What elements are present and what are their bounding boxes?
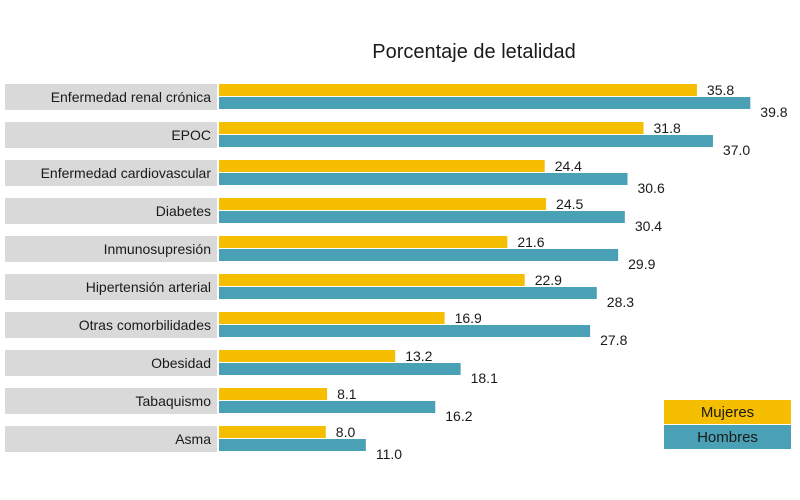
category-label-background <box>5 84 217 110</box>
bar-hombres <box>219 135 713 147</box>
chart-rows: Enfermedad renal crónica 35.8 39.8 EPOC 31.8… <box>5 82 788 462</box>
data-label-mujeres: 22.9 <box>535 272 562 288</box>
category-label-background <box>5 388 217 414</box>
data-label-hombres: 27.8 <box>600 332 627 348</box>
legend-swatch <box>664 400 791 424</box>
data-label-hombres: 28.3 <box>607 294 634 310</box>
category-label: Tabaquismo <box>136 393 212 409</box>
legend-swatch <box>664 425 791 449</box>
category-row: Inmunosupresión 21.6 29.9 <box>5 234 656 272</box>
bar-hombres <box>219 97 751 109</box>
data-label-hombres: 11.0 <box>376 446 402 462</box>
bar-mujeres <box>219 84 697 96</box>
category-label: EPOC <box>171 127 211 143</box>
category-label: Enfermedad renal crónica <box>51 89 212 105</box>
data-label-hombres: 30.4 <box>635 218 662 234</box>
bar-mujeres <box>219 160 545 172</box>
bar-mujeres <box>219 312 445 324</box>
legend-item-mujeres: Mujeres <box>664 400 791 424</box>
category-label-background <box>5 274 217 300</box>
category-row: Diabetes 24.5 30.4 <box>5 196 662 234</box>
category-row: Asma 8.0 11.0 <box>5 424 402 462</box>
bar-hombres <box>219 287 597 299</box>
legend: Mujeres Hombres <box>664 400 791 449</box>
bar-hombres <box>219 211 625 223</box>
category-label: Hipertensión arterial <box>86 279 211 295</box>
category-label: Asma <box>175 431 211 447</box>
bar-hombres <box>219 249 619 261</box>
bar-mujeres <box>219 122 644 134</box>
category-label: Enfermedad cardiovascular <box>41 165 212 181</box>
legend-label: Hombres <box>697 429 758 446</box>
category-label: Inmunosupresión <box>104 241 211 257</box>
data-label-mujeres: 8.0 <box>336 424 356 440</box>
category-label-background <box>5 160 217 186</box>
data-label-mujeres: 16.9 <box>455 310 482 326</box>
data-label-hombres: 29.9 <box>628 256 655 272</box>
data-label-hombres: 30.6 <box>637 180 664 196</box>
chart-title: Porcentaje de letalidad <box>372 41 575 63</box>
bar-hombres <box>219 325 591 337</box>
data-label-hombres: 39.8 <box>760 104 787 120</box>
bar-mujeres <box>219 388 328 400</box>
bar-mujeres <box>219 350 396 362</box>
category-row: Tabaquismo 8.1 16.2 <box>5 386 473 424</box>
bar-hombres <box>219 439 366 451</box>
category-row: Hipertensión arterial 22.9 28.3 <box>5 272 634 310</box>
bar-hombres <box>219 363 461 375</box>
bar-mujeres <box>219 426 326 438</box>
category-row: Enfermedad renal crónica 35.8 39.8 <box>5 82 788 120</box>
data-label-mujeres: 24.5 <box>556 196 583 212</box>
category-row: Enfermedad cardiovascular 24.4 30.6 <box>5 158 665 196</box>
data-label-mujeres: 21.6 <box>517 234 544 250</box>
category-row: Obesidad 13.2 18.1 <box>5 348 498 386</box>
category-label-background <box>5 198 217 224</box>
data-label-mujeres: 31.8 <box>654 120 681 136</box>
data-label-mujeres: 13.2 <box>405 348 432 364</box>
category-label-background <box>5 236 217 262</box>
category-label: Otras comorbilidades <box>79 317 211 333</box>
bar-mujeres <box>219 274 525 286</box>
category-label-background <box>5 350 217 376</box>
data-label-mujeres: 8.1 <box>337 386 357 402</box>
data-label-hombres: 16.2 <box>445 408 472 424</box>
data-label-hombres: 18.1 <box>471 370 498 386</box>
category-label-background <box>5 426 217 452</box>
data-label-mujeres: 24.4 <box>555 158 582 174</box>
data-label-mujeres: 35.8 <box>707 82 734 98</box>
category-label: Diabetes <box>156 203 211 219</box>
category-row: EPOC 31.8 37.0 <box>5 120 750 158</box>
category-label-background <box>5 122 217 148</box>
legend-item-hombres: Hombres <box>664 425 791 449</box>
legend-label: Mujeres <box>701 404 754 421</box>
bar-hombres <box>219 173 628 185</box>
category-label: Obesidad <box>151 355 211 371</box>
bar-hombres <box>219 401 436 413</box>
category-label-background <box>5 312 217 338</box>
category-row: Otras comorbilidades 16.9 27.8 <box>5 310 628 348</box>
data-label-hombres: 37.0 <box>723 142 750 158</box>
bar-mujeres <box>219 198 547 210</box>
bar-mujeres <box>219 236 508 248</box>
